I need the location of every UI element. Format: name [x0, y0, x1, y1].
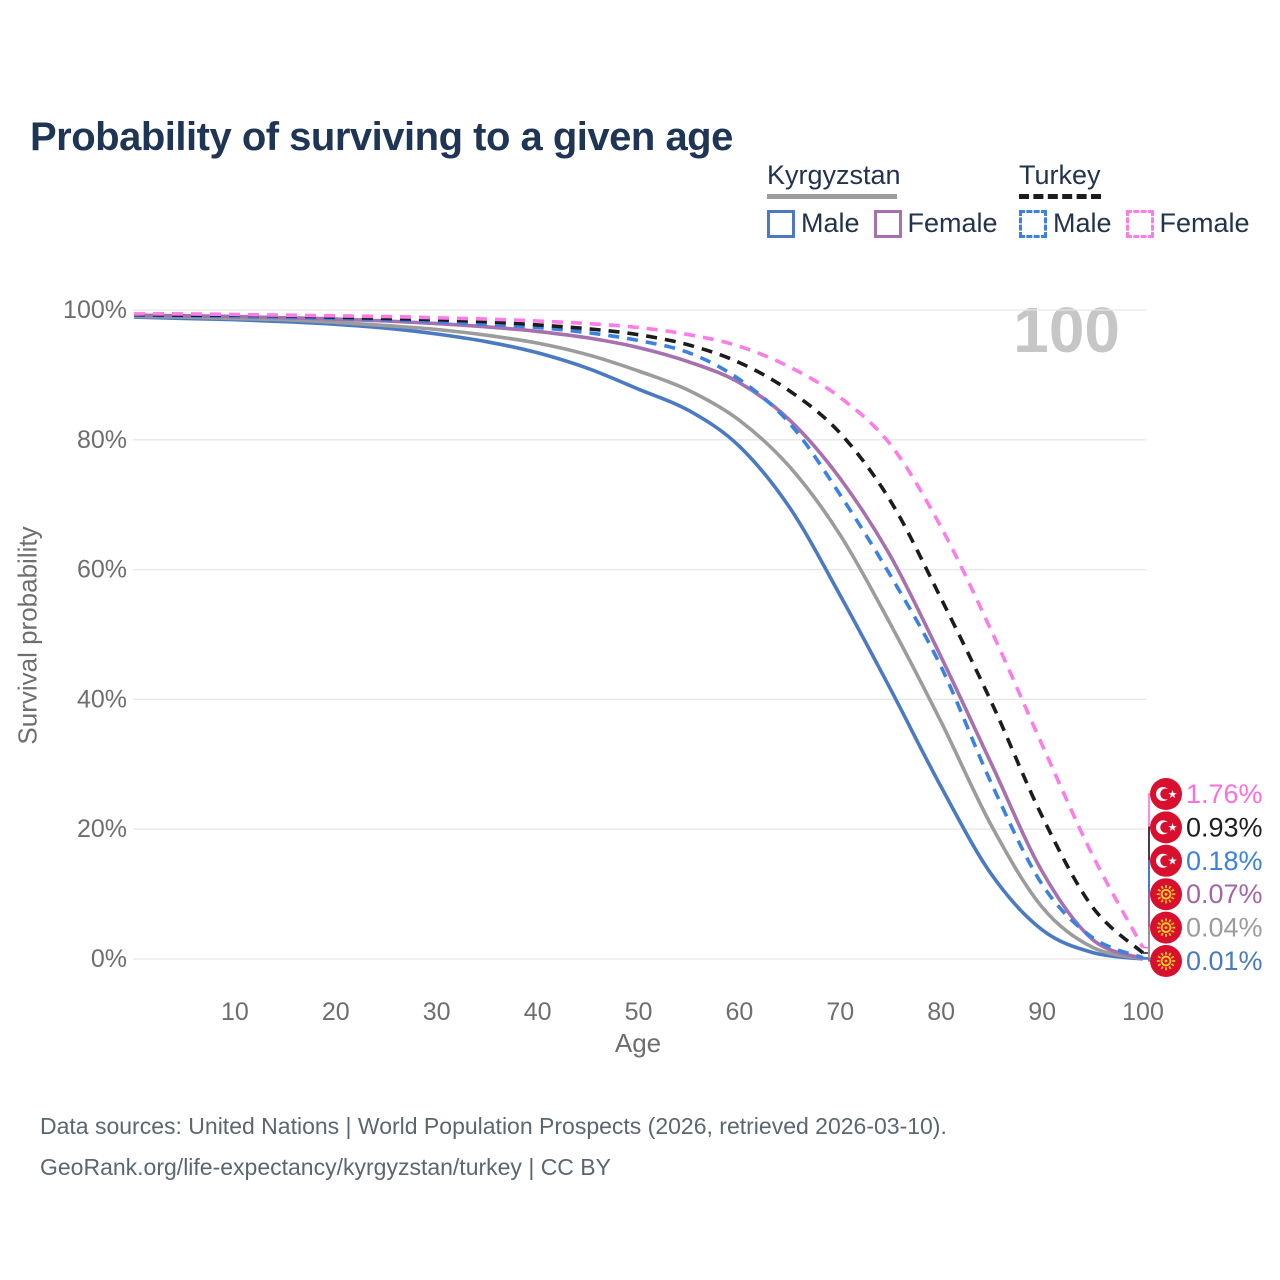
flag-turkey-icon: ★	[1150, 778, 1182, 810]
flag-kyrgyzstan-icon	[1150, 911, 1182, 944]
y-tick-label-40%: 40%	[77, 685, 127, 713]
legend-item-kyrgyzstan-female[interactable]: Female	[873, 208, 998, 239]
legend-item-label: Female	[907, 208, 998, 238]
end-label-value-turkey-both: 0.93%	[1186, 812, 1263, 842]
x-tick-label-80: 80	[927, 998, 955, 1026]
end-label-value-turkey-female: 1.76%	[1186, 779, 1263, 809]
flag-turkey-icon: ★	[1150, 811, 1182, 844]
flag-kyrgyzstan-icon	[1150, 878, 1182, 911]
legend-underline-kyrgyzstan	[767, 194, 897, 199]
x-tick-label-10: 10	[221, 998, 249, 1026]
flag-turkey-icon: ★	[1150, 844, 1182, 877]
x-tick-label-40: 40	[524, 998, 552, 1026]
end-label-value-kyrgyzstan-female: 0.07%	[1186, 879, 1263, 909]
x-tick-label-20: 20	[322, 998, 350, 1026]
svg-text:★: ★	[1168, 856, 1178, 868]
legend-country-kyrgyzstan: Kyrgyzstan	[767, 160, 901, 190]
flag-kyrgyzstan-icon	[1150, 945, 1182, 977]
page-title: Probability of surviving to a given age	[30, 114, 733, 159]
legend-group-kyrgyzstan: Kyrgyzstan Male Female	[767, 160, 998, 239]
checkbox-turkey-male-icon	[1019, 209, 1047, 238]
legend-group-turkey: Turkey Male Female	[1019, 160, 1250, 239]
legend-item-label: Female	[1159, 208, 1250, 238]
x-axis-title: Age	[614, 1028, 662, 1058]
x-tick-label-90: 90	[1028, 998, 1056, 1026]
end-label-leader-turkey-male	[1143, 859, 1152, 959]
legend-country-turkey: Turkey	[1019, 160, 1101, 190]
y-tick-label-60%: 60%	[77, 556, 127, 584]
y-tick-label-0%: 0%	[91, 945, 127, 973]
legend-item-label: Male	[1053, 208, 1112, 238]
series-line-kyrgyzstan-both	[133, 314, 1144, 961]
legend-item-turkey-female[interactable]: Female	[1125, 208, 1250, 239]
legend-item-label: Male	[801, 208, 860, 238]
x-tick-label-50: 50	[625, 998, 653, 1026]
watermark-age-100: 100	[1013, 294, 1120, 366]
end-label-value-turkey-male: 0.18%	[1186, 846, 1263, 876]
x-tick-label-70: 70	[826, 998, 854, 1026]
legend-underline-turkey	[1019, 194, 1101, 199]
y-tick-label-80%: 80%	[77, 426, 127, 454]
y-tick-label-20%: 20%	[77, 815, 127, 843]
source-line-2: GeoRank.org/life-expectancy/kyrgyzstan/t…	[40, 1154, 611, 1180]
x-tick-label-60: 60	[725, 998, 753, 1026]
end-label-value-kyrgyzstan-both: 0.04%	[1186, 913, 1263, 943]
checkbox-kyrgyzstan-female-icon	[873, 209, 902, 238]
legend-item-kyrgyzstan-male[interactable]: Male	[767, 208, 860, 239]
svg-text:★: ★	[1168, 789, 1178, 801]
y-tick-label-100%: 100%	[63, 296, 127, 324]
svg-text:★: ★	[1168, 822, 1178, 834]
end-label-leader-kyrgyzstan-both	[1143, 926, 1152, 960]
series-line-kyrgyzstan-female	[133, 313, 1144, 961]
series-line-turkey-female	[133, 312, 1145, 949]
series-line-turkey-male	[133, 313, 1144, 960]
x-tick-label-100: 100	[1122, 998, 1164, 1026]
source-block: Data sources: United Nations | World Pop…	[40, 1106, 947, 1188]
source-line-1: Data sources: United Nations | World Pop…	[40, 1113, 947, 1139]
x-tick-label-30: 30	[423, 998, 451, 1026]
checkbox-kyrgyzstan-male-icon	[767, 209, 795, 238]
series-line-turkey-both	[133, 312, 1145, 955]
y-axis-title: Survival probability	[12, 526, 43, 745]
checkbox-turkey-female-icon	[1125, 209, 1154, 238]
series-line-kyrgyzstan-male	[133, 315, 1144, 961]
end-label-value-kyrgyzstan-male: 0.01%	[1186, 946, 1263, 976]
legend-item-turkey-male[interactable]: Male	[1019, 208, 1112, 239]
